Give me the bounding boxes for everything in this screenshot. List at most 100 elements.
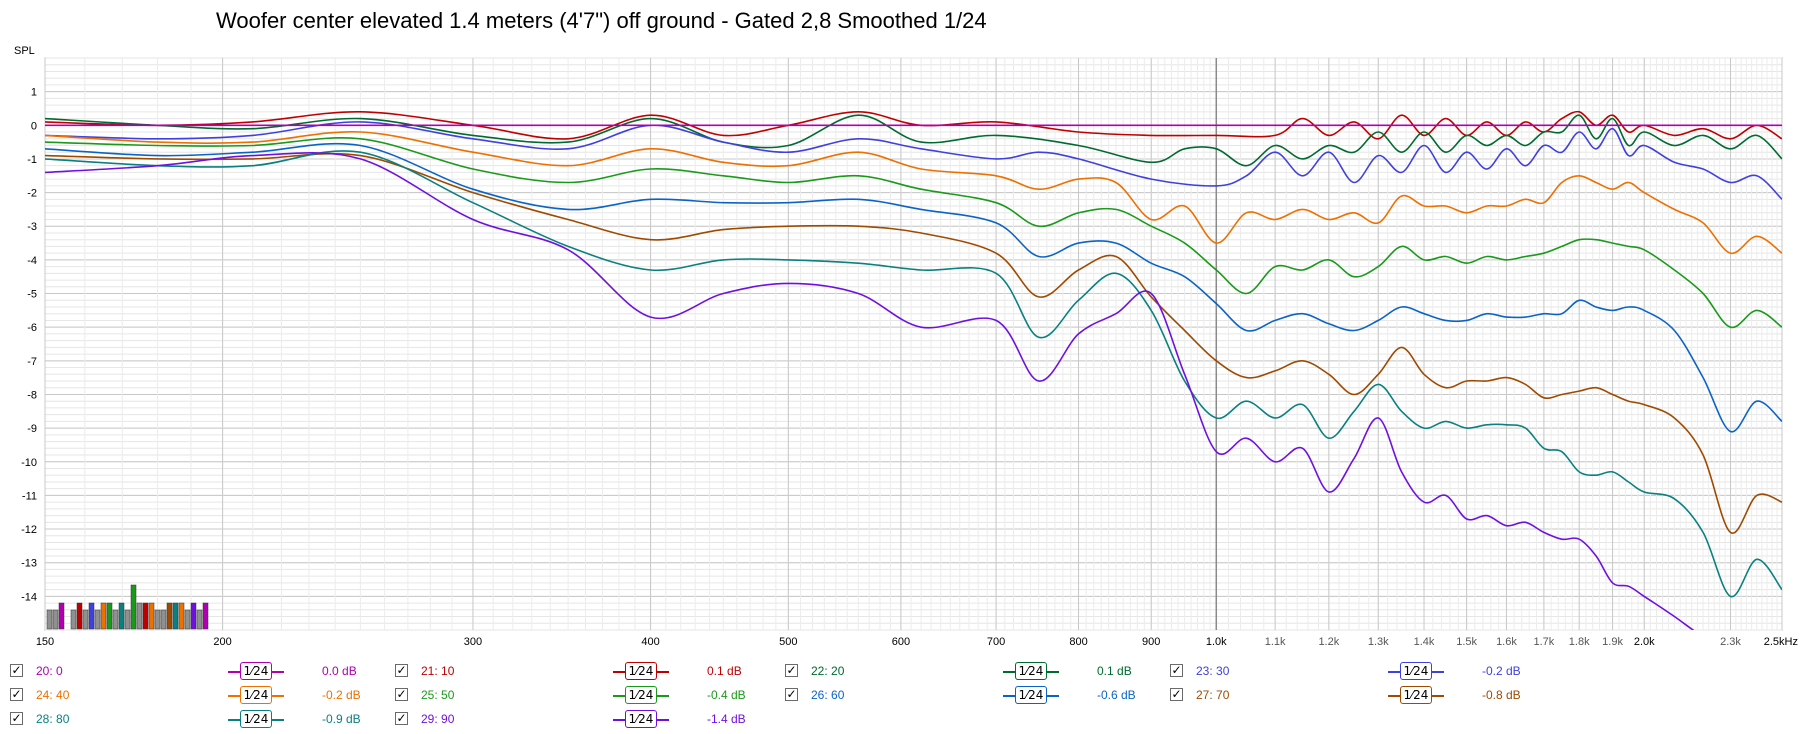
level-meter-bar — [184, 609, 191, 630]
series-line-28 — [45, 150, 1782, 598]
smoothing-button[interactable]: 1⁄24 — [228, 709, 284, 729]
frequency-response-chart: 1 0 -1 -2 -3 -4 -5 -6 -7 -8 -9 -10 -11 -12 -13 -14 SPL 15… — [14, 45, 1798, 648]
legend-entry[interactable]: ✓ 26: 60 1⁄24 -0.6 dB — [785, 684, 1165, 708]
smoothing-button[interactable]: 1⁄24 — [613, 709, 669, 729]
smoothing-label: 1⁄24 — [625, 662, 657, 680]
legend-entry[interactable]: ✓ 21: 10 1⁄24 0.1 dB — [395, 660, 775, 684]
level-meter-bar — [148, 602, 155, 630]
smoothing-label: 1⁄24 — [625, 686, 657, 704]
chart-title: Woofer center elevated 1.4 meters (4'7")… — [216, 8, 987, 33]
x-tick-label: 1.3k — [1368, 636, 1389, 648]
smoothing-button[interactable]: 1⁄24 — [613, 661, 669, 681]
smoothing-button[interactable]: 1⁄24 — [1388, 661, 1444, 681]
legend-entry[interactable]: ✓ 27: 70 1⁄24 -0.8 dB — [1170, 684, 1550, 708]
y-tick-label: -6 — [27, 322, 37, 334]
smoothing-button[interactable]: 1⁄24 — [613, 685, 669, 705]
y-tick-label: 0 — [31, 120, 37, 132]
series-visibility-checkbox[interactable]: ✓ — [395, 711, 408, 725]
x-tick-label: 2.5kHz — [1764, 636, 1798, 648]
series-line-26 — [45, 142, 1782, 433]
smoothing-button[interactable]: 1⁄24 — [228, 685, 284, 705]
series-visibility-checkbox[interactable]: ✓ — [10, 663, 23, 677]
level-offset: -0.4 dB — [707, 688, 746, 702]
legend-series-name: 24: 40 — [36, 688, 70, 702]
y-axis-label: SPL — [14, 45, 35, 57]
level-meter-bar — [112, 609, 119, 630]
smoothing-label: 1⁄24 — [240, 686, 272, 704]
level-meter-bar — [46, 609, 53, 630]
series-visibility-checkbox[interactable]: ✓ — [785, 663, 798, 677]
smoothing-label: 1⁄24 — [240, 710, 272, 728]
x-tick-label: 1.9k — [1602, 636, 1623, 648]
level-meter-bar — [160, 609, 167, 630]
legend-entry[interactable]: ✓ 24: 40 1⁄24 -0.2 dB — [10, 684, 390, 708]
x-tick-label: 300 — [464, 636, 482, 648]
series-visibility-checkbox[interactable]: ✓ — [10, 711, 23, 725]
legend-entry[interactable]: ✓ 22: 20 1⁄24 0.1 dB — [785, 660, 1165, 684]
smoothing-button[interactable]: 1⁄24 — [228, 661, 284, 681]
legend-entry[interactable]: ✓ 20: 0 1⁄24 0.0 dB — [10, 660, 390, 684]
legend-series-name: 28: 80 — [36, 712, 70, 726]
legend-series-name: 27: 70 — [1196, 688, 1230, 702]
legend-series-name: 21: 10 — [421, 664, 455, 678]
x-tick-label: 200 — [213, 636, 231, 648]
y-tick-label: -12 — [21, 524, 37, 536]
smoothing-label: 1⁄24 — [1015, 662, 1047, 680]
series-visibility-checkbox[interactable]: ✓ — [395, 663, 408, 677]
y-tick-label: -7 — [27, 356, 37, 368]
y-tick-label: -4 — [27, 255, 37, 267]
level-meter-bar — [142, 602, 149, 630]
smoothing-label: 1⁄24 — [1015, 686, 1047, 704]
smoothing-label: 1⁄24 — [1400, 662, 1432, 680]
x-tick-label: 800 — [1069, 636, 1087, 648]
level-offset: -0.8 dB — [1482, 688, 1521, 702]
level-meter-bar — [190, 602, 197, 630]
legend-entry[interactable]: ✓ 29: 90 1⁄24 -1.4 dB — [395, 708, 775, 732]
level-meter-bar — [202, 602, 209, 630]
level-offset: 0.1 dB — [707, 664, 742, 678]
y-tick-label: -8 — [27, 389, 37, 401]
series-visibility-checkbox[interactable]: ✓ — [1170, 687, 1183, 701]
series-visibility-checkbox[interactable]: ✓ — [785, 687, 798, 701]
series-visibility-checkbox[interactable]: ✓ — [395, 687, 408, 701]
series-line-24 — [45, 131, 1782, 255]
y-tick-label: -10 — [21, 457, 37, 469]
smoothing-button[interactable]: 1⁄24 — [1388, 685, 1444, 705]
series-line-27 — [45, 152, 1782, 534]
level-meter-bar — [118, 602, 125, 630]
x-tick-label: 900 — [1142, 636, 1160, 648]
series-visibility-checkbox[interactable]: ✓ — [10, 687, 23, 701]
legend-series-name: 25: 50 — [421, 688, 455, 702]
legend-series-name: 20: 0 — [36, 664, 63, 678]
smoothing-button[interactable]: 1⁄24 — [1003, 661, 1059, 681]
y-tick-label: -5 — [27, 289, 37, 301]
level-meter-bar — [58, 602, 65, 630]
y-tick-label: -14 — [21, 591, 37, 603]
smoothing-label: 1⁄24 — [240, 662, 272, 680]
legend-entry[interactable]: ✓ 28: 80 1⁄24 -0.9 dB — [10, 708, 390, 732]
smoothing-button[interactable]: 1⁄24 — [1003, 685, 1059, 705]
smoothing-label: 1⁄24 — [625, 710, 657, 728]
y-tick-label: -9 — [27, 423, 37, 435]
y-tick-label: -1 — [27, 154, 37, 166]
level-meter-bar — [76, 602, 83, 630]
x-tick-label: 1.1k — [1265, 636, 1286, 648]
level-offset: -0.2 dB — [1482, 664, 1521, 678]
x-tick-label: 150 — [36, 636, 54, 648]
x-tick-label: 1.5k — [1456, 636, 1477, 648]
y-tick-label: -11 — [22, 490, 37, 502]
legend-entry[interactable]: ✓ 23: 30 1⁄24 -0.2 dB — [1170, 660, 1550, 684]
level-meter-bar — [154, 609, 161, 630]
legend-entry[interactable]: ✓ 25: 50 1⁄24 -0.4 dB — [395, 684, 775, 708]
level-offset: -0.2 dB — [322, 688, 361, 702]
series-line-21 — [45, 110, 1782, 140]
level-offset: -0.6 dB — [1097, 688, 1136, 702]
series-visibility-checkbox[interactable]: ✓ — [1170, 663, 1183, 677]
x-tick-label: 600 — [892, 636, 910, 648]
level-meter-bar — [130, 584, 137, 630]
level-offset: -0.9 dB — [322, 712, 361, 726]
y-tick-label: -3 — [27, 221, 37, 233]
series-line-23 — [45, 121, 1782, 200]
legend-series-name: 26: 60 — [811, 688, 845, 702]
x-tick-label: 1.8k — [1569, 636, 1590, 648]
